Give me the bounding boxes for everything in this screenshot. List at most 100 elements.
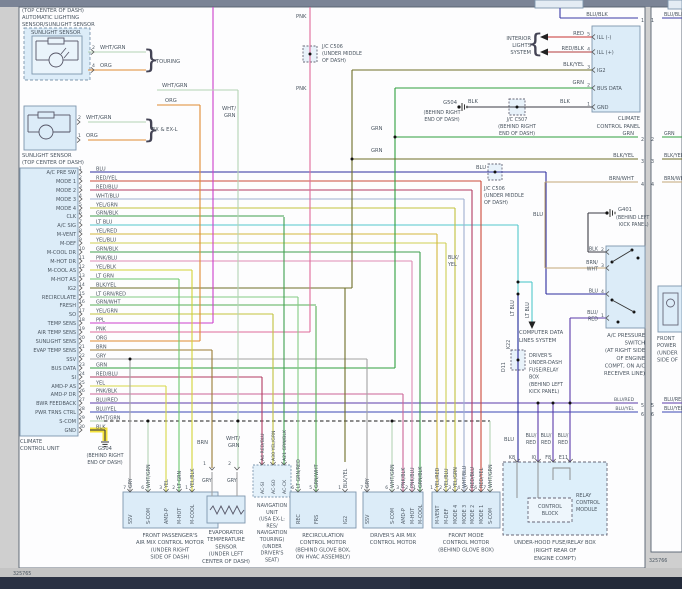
panel-pin-wire: RED xyxy=(573,31,584,37)
sunlight-sensor2-box xyxy=(23,105,77,151)
status-strip xyxy=(0,568,682,577)
motor-caption: FRONT MODE xyxy=(448,533,483,539)
pin-connector xyxy=(364,488,370,493)
label: GRN xyxy=(371,126,383,132)
unit-pin-label: M-COOL DR xyxy=(47,250,77,256)
under-dash-caption: (BEHIND LEFT xyxy=(529,382,563,388)
relay-module-label: CONTROL xyxy=(576,500,600,506)
jc-c506-mid-caption: OF DASH) xyxy=(484,200,508,206)
pin-connector xyxy=(535,458,541,463)
pin-connector xyxy=(176,488,182,493)
pin-connector xyxy=(281,461,287,466)
pin-connector xyxy=(417,488,423,493)
unit-pin-label: MODE 2 xyxy=(56,188,76,194)
edge-number-left: 4 xyxy=(641,182,644,188)
taskbar-segment xyxy=(0,577,410,589)
unit-pin-number: 26 xyxy=(79,388,85,394)
junction-dot xyxy=(551,401,555,405)
panel-pin-number: 3 xyxy=(587,65,590,71)
unit-pin-number: 28 xyxy=(79,406,85,412)
switch-pin-wire: BRN/ xyxy=(586,260,598,266)
motor-pin-wire: GRY xyxy=(128,478,134,488)
unit-pin-number: 11 xyxy=(79,255,85,261)
unit-pin-wire: YEL/GRN xyxy=(95,308,118,314)
light-arrow xyxy=(60,47,67,55)
right-page-caption: (UNDER xyxy=(657,350,678,356)
switch-pin-wire: WHT xyxy=(587,267,598,273)
panel-pin-number: 4 xyxy=(587,47,590,53)
pin-connector xyxy=(270,461,276,466)
edge-number-right: 3 xyxy=(651,159,654,165)
pin-connector xyxy=(591,34,596,40)
jc-c506-caption: OF DASH) xyxy=(322,58,346,64)
unit-pin-number: 1 xyxy=(79,166,82,172)
motor-pin-number: 6 xyxy=(474,485,477,491)
motor-pin-wire: GRY xyxy=(365,478,371,488)
pin-connector xyxy=(78,276,83,282)
unit-pin-number: 4 xyxy=(79,193,82,199)
climate-control-unit-box xyxy=(19,167,79,437)
pin-connector xyxy=(78,347,83,353)
evap-gry-label: GRY xyxy=(202,478,212,484)
label: BLK/YEL xyxy=(563,62,584,68)
evap-caption: TEMPERATURE xyxy=(206,537,245,543)
motor-pin-number: 1 xyxy=(430,485,433,491)
junction-dot xyxy=(516,358,520,362)
pin-connector xyxy=(443,488,449,493)
edge-number-left: 5 xyxy=(641,403,644,409)
label: D11 xyxy=(501,362,507,372)
edge-number-left: 2 xyxy=(641,137,644,143)
pin-connector xyxy=(76,137,81,143)
nav-caption: NAVIGATION xyxy=(257,530,288,536)
pin-connector xyxy=(78,409,83,415)
unit-pin-wire: PNK xyxy=(96,326,107,332)
jc-c507-caption: END OF DASH) xyxy=(499,131,535,137)
unit-pin-number: 27 xyxy=(79,397,85,403)
unit-pin-number: 3 xyxy=(79,184,82,190)
label: 2 xyxy=(228,461,231,467)
unit-pin-number: 15 xyxy=(79,291,85,297)
panel-pin-label: BUS DATA xyxy=(597,86,622,92)
pin-connector xyxy=(550,458,556,463)
label: BLK/ xyxy=(448,255,459,261)
unit-pin-number: 19 xyxy=(79,326,85,332)
nav-caption: (USA EX-L: xyxy=(259,517,285,523)
label: G401 xyxy=(618,207,632,213)
unit-pin-wire: GRN xyxy=(96,362,107,368)
motor-pin-name: IG2 xyxy=(343,516,349,524)
motor-pin-number: 5 xyxy=(309,485,312,491)
touring-tag: TOURING xyxy=(155,59,180,65)
label: 1 xyxy=(78,133,81,139)
motor-pin-wire: YEL xyxy=(164,479,170,489)
pin-connector xyxy=(189,488,195,493)
motor-pin-name: S-COM xyxy=(146,508,152,524)
computer-data-arrow xyxy=(528,321,536,329)
interior-lights-arrow xyxy=(540,33,548,41)
label: COMPUTER DATA xyxy=(519,330,564,336)
edge-wire-left: BLK/YEL xyxy=(613,153,634,159)
underhood-caption: UNDER-HOOD FUSE/RELAY BOX xyxy=(514,540,596,546)
motor-caption: CONTROL MOTOR xyxy=(300,540,347,546)
interior-lights-brace: { xyxy=(527,29,544,59)
junction-dot xyxy=(390,419,394,423)
panel-caption: CLIMATE xyxy=(618,116,640,122)
motor-pin-name: SSV xyxy=(128,514,134,524)
pin-connector xyxy=(78,187,83,193)
pin-connector xyxy=(78,329,83,335)
motor-pin-number: 5 xyxy=(465,485,468,491)
motor-caption: SIDE OF DASH) xyxy=(150,555,189,561)
edge-wire-left: GRN xyxy=(622,131,634,137)
unit-pin-label: MODE 1 xyxy=(56,179,76,185)
motor-pin-wire: WHT/GRN xyxy=(488,464,494,488)
nav-caption: DRIVER'S xyxy=(261,551,284,557)
unit-pin-wire: WHT/BLU xyxy=(96,193,119,199)
underhood-pin: K8 xyxy=(509,455,515,461)
interior-lights-label: SYSTEM xyxy=(510,50,531,56)
motor-pin-wire: LT GRN xyxy=(177,470,183,488)
switch-pin-number: 4 xyxy=(601,289,604,295)
unit-pin-label: RECIRCULATE xyxy=(42,295,76,301)
nav-pin-wire: A4 RED/BLU xyxy=(260,433,266,461)
label: 4 xyxy=(92,63,95,69)
underhood-pin: F8 xyxy=(545,455,551,461)
label: KICK PANEL) xyxy=(619,222,649,228)
